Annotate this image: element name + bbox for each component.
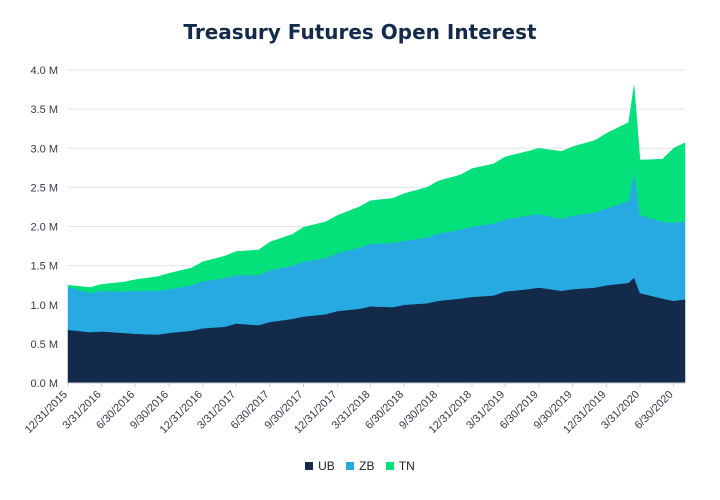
legend-item-ub: UB bbox=[305, 459, 335, 473]
legend-swatch-ub bbox=[305, 462, 314, 470]
y-tick-label: 3.5 M bbox=[30, 104, 58, 116]
y-tick-label: 4.0 M bbox=[30, 65, 58, 77]
area-series bbox=[67, 85, 686, 384]
y-tick-label: 3.0 M bbox=[30, 143, 58, 155]
legend-swatch-zb bbox=[346, 462, 355, 470]
y-tick-label: 1.5 M bbox=[30, 261, 58, 273]
y-tick-label: 2.5 M bbox=[30, 182, 58, 194]
legend-item-zb: ZB bbox=[346, 459, 375, 473]
y-tick-label: 0.0 M bbox=[30, 378, 58, 390]
x-tick-label: 12/31/2015 bbox=[23, 389, 70, 436]
chart-title: Treasury Futures Open Interest bbox=[183, 20, 537, 44]
legend-label-zb: ZB bbox=[359, 459, 375, 473]
legend-label-tn: TN bbox=[398, 459, 415, 473]
y-tick-label: 1.0 M bbox=[30, 300, 58, 312]
y-tick-label: 0.5 M bbox=[30, 339, 58, 351]
legend: UB ZB TN bbox=[0, 459, 720, 473]
y-tick-label: 2.0 M bbox=[30, 222, 58, 234]
legend-item-tn: TN bbox=[385, 459, 415, 473]
legend-label-ub: UB bbox=[318, 459, 335, 473]
area-series-tn bbox=[67, 85, 686, 294]
legend-swatch-tn bbox=[385, 462, 394, 470]
